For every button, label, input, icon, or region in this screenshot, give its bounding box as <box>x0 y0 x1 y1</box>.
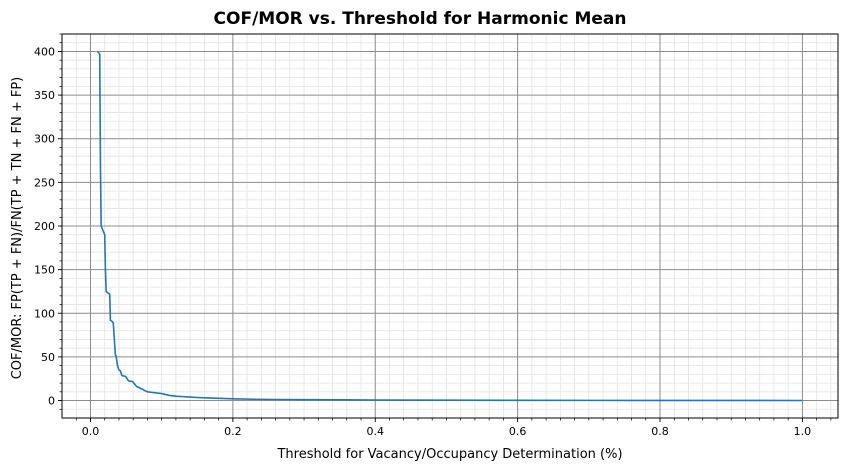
x-tick-label: 0.4 <box>366 425 384 438</box>
y-tick-label: 150 <box>34 264 55 277</box>
y-tick-label: 350 <box>34 89 55 102</box>
y-tick-label: 300 <box>34 133 55 146</box>
x-tick-label: 0.6 <box>509 425 527 438</box>
chart-title: COF/MOR vs. Threshold for Harmonic Mean <box>214 9 627 29</box>
x-tick-label: 0.8 <box>651 425 669 438</box>
plot-line-group <box>96 50 803 402</box>
y-axis-label: COF/MOR: FP(TP + FN)/FN(TP + TN + FN + F… <box>10 77 25 380</box>
series-line <box>96 50 803 402</box>
y-tick-label: 0 <box>48 395 55 408</box>
y-tick-label: 100 <box>34 307 55 320</box>
x-tick-label: 0.0 <box>82 425 100 438</box>
x-axis-label: Threshold for Vacancy/Occupancy Determin… <box>276 447 622 462</box>
y-tick-label: 250 <box>34 176 55 189</box>
ticks-group: 0.0 0.2 0.4 0.6 0.8 1.0 0 50 100 150 200 250 300 350 4… <box>34 33 832 438</box>
x-tick-label: 0.2 <box>224 425 242 438</box>
y-tick-label: 50 <box>41 351 55 364</box>
x-tick-label: 1.0 <box>794 425 812 438</box>
major-grid <box>62 34 838 418</box>
y-tick-label: 200 <box>34 220 55 233</box>
y-tick-label: 400 <box>34 45 55 58</box>
